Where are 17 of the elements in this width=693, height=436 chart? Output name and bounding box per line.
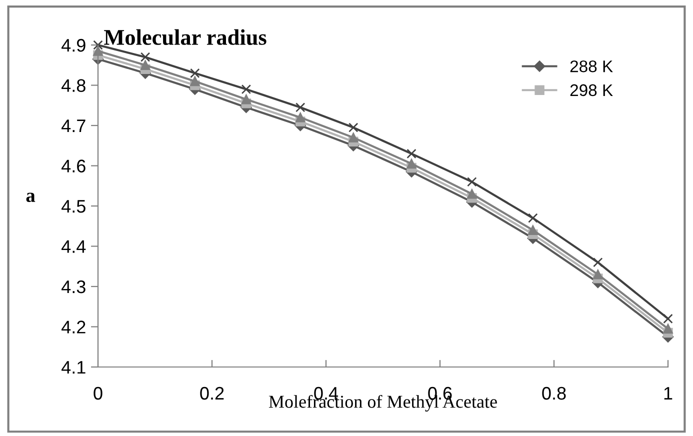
- y-axis-title: a: [26, 192, 36, 202]
- x-tick-label: 0.8: [542, 386, 566, 400]
- y-tick-label: 4.3: [62, 280, 86, 294]
- y-tick-label: 4.4: [62, 240, 86, 253]
- x-tick-label: 0: [94, 386, 102, 400]
- x-tick-label: 0.2: [200, 386, 224, 400]
- x-tick-label: 1: [664, 387, 672, 400]
- y-tick-label: 4.1: [62, 361, 86, 374]
- y-tick-label: 4.6: [62, 160, 86, 172]
- y-tick-label: 4.9: [62, 38, 86, 52]
- chart-title: Molecular radius: [104, 29, 266, 45]
- y-tick-label: 4.7: [62, 120, 86, 132]
- y-tick-label: 4.2: [62, 320, 86, 334]
- legend-label: 298 K: [570, 84, 613, 96]
- y-tick-label: 4.5: [62, 200, 86, 213]
- legend-label: 288 K: [570, 60, 613, 72]
- y-tick-label: 4.8: [62, 79, 86, 92]
